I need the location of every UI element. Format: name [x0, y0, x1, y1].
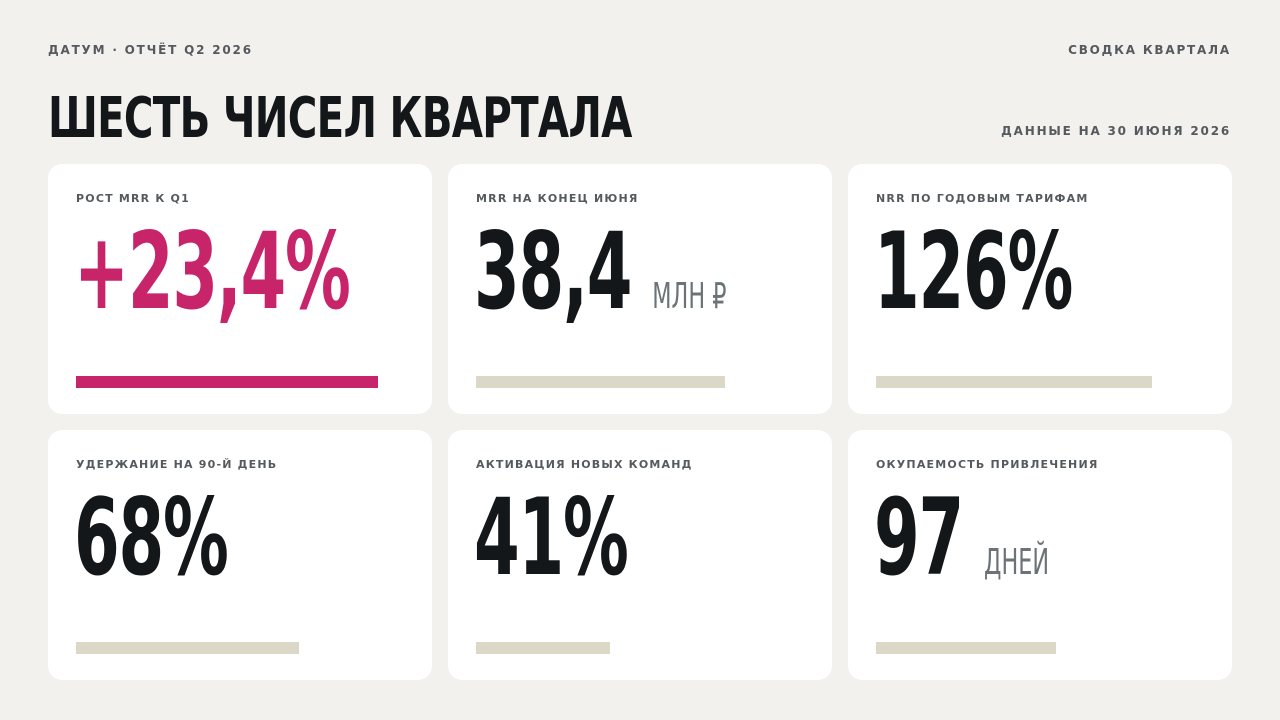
- card-label: NRR ПО ГОДОВЫМ ТАРИФАМ: [876, 192, 1089, 205]
- card: АКТИВАЦИЯ НОВЫХ КОМАНД 41%: [448, 430, 832, 680]
- card-bar: [476, 642, 610, 654]
- card-bar: [76, 642, 299, 654]
- card: РОСТ MRR К Q1 +23,4%: [48, 164, 432, 414]
- card-number: +23,4%: [74, 210, 351, 333]
- card-label: УДЕРЖАНИЕ НА 90-Й ДЕНЬ: [76, 458, 278, 471]
- card-number: 97 ДНЕЙ: [874, 476, 1049, 599]
- card-value: 38,4: [474, 210, 632, 333]
- card-value: +23,4%: [74, 210, 351, 333]
- card: ОКУПАЕМОСТЬ ПРИВЛЕЧЕНИЯ 97 ДНЕЙ: [848, 430, 1232, 680]
- card-label: MRR НА КОНЕЦ ИЮНЯ: [476, 192, 639, 205]
- card-label: РОСТ MRR К Q1: [76, 192, 190, 205]
- card-unit: МЛН ₽: [652, 276, 727, 317]
- date-note: ДАННЫЕ НА 30 ИЮНЯ 2026: [1001, 124, 1231, 138]
- card-bar: [476, 376, 725, 388]
- card: MRR НА КОНЕЦ ИЮНЯ 38,4 МЛН ₽: [448, 164, 832, 414]
- card-bar: [876, 376, 1152, 388]
- card-number: 41%: [474, 476, 629, 599]
- card-number: 38,4 МЛН ₽: [474, 210, 726, 333]
- card-unit: ДНЕЙ: [984, 542, 1050, 583]
- card-value: 68%: [74, 476, 229, 599]
- title: ШЕСТЬ ЧИСЕЛ КВАРТАЛА: [48, 86, 632, 151]
- card: УДЕРЖАНИЕ НА 90-Й ДЕНЬ 68%: [48, 430, 432, 680]
- section: СВОДКА КВАРТАЛА: [1068, 43, 1231, 57]
- card-number: 68%: [74, 476, 229, 599]
- card-value: 126%: [874, 210, 1073, 333]
- card-value: 97: [874, 476, 964, 599]
- card-value: 41%: [474, 476, 629, 599]
- kicker: ДАТУМ · ОТЧЁТ Q2 2026: [48, 43, 253, 57]
- card-number: 126%: [874, 210, 1073, 333]
- card-label: ОКУПАЕМОСТЬ ПРИВЛЕЧЕНИЯ: [876, 458, 1099, 471]
- card-bar: [76, 376, 378, 388]
- card-label: АКТИВАЦИЯ НОВЫХ КОМАНД: [476, 458, 693, 471]
- card-bar: [876, 642, 1056, 654]
- card: NRR ПО ГОДОВЫМ ТАРИФАМ 126%: [848, 164, 1232, 414]
